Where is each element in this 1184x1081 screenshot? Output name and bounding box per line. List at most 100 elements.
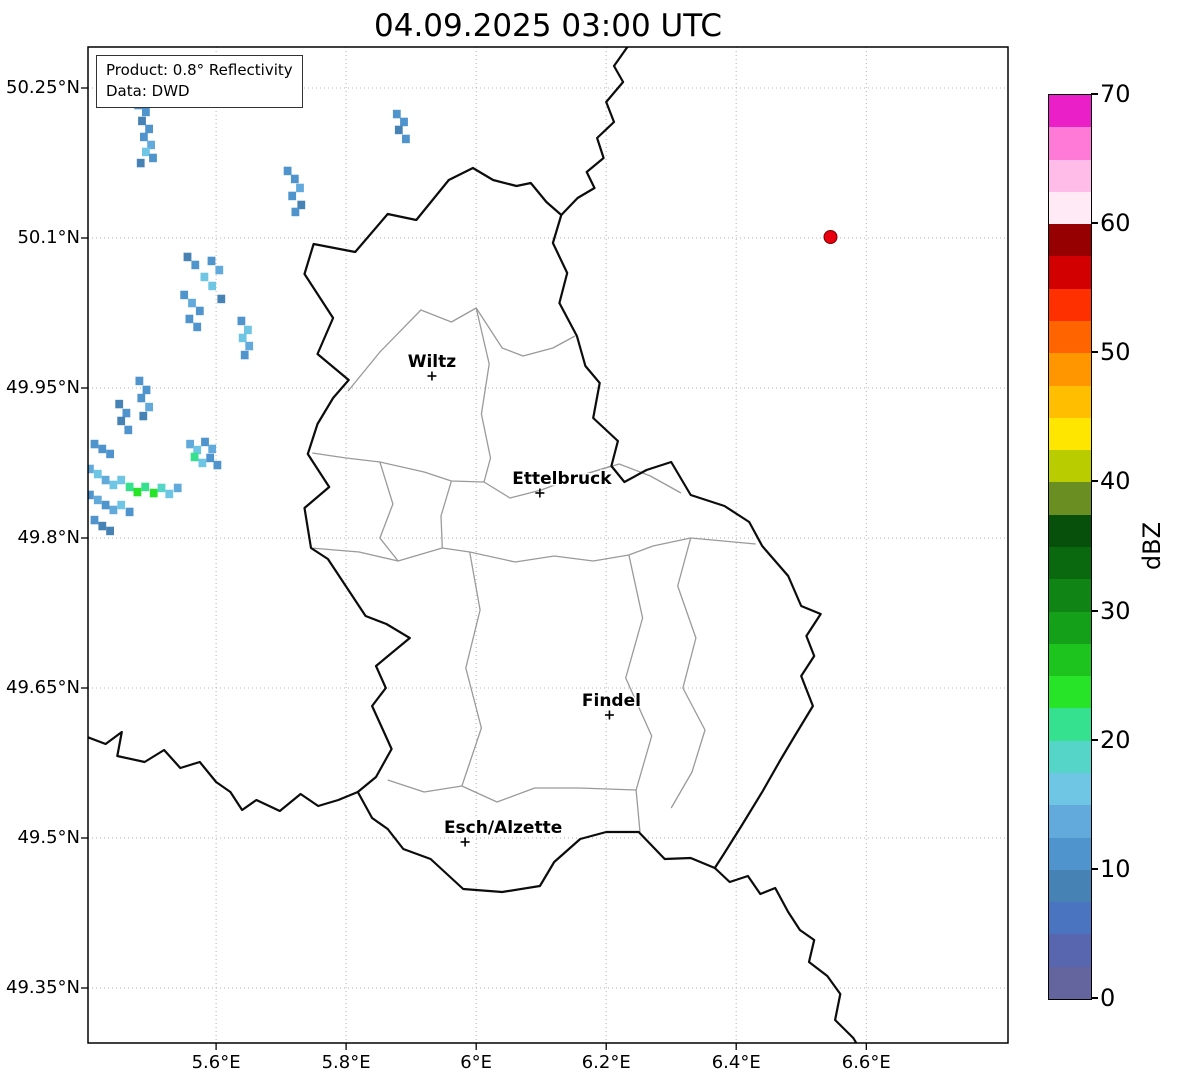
admin-border: [625, 554, 653, 833]
radar-echo-cell: [90, 439, 99, 449]
y-tick-label: 49.5°N: [17, 827, 80, 848]
radar-echo-cell: [237, 316, 246, 326]
radar-echo-cell: [207, 256, 216, 266]
country-border: [303, 166, 822, 894]
country-border: [560, 47, 629, 217]
radar-echo-cell: [240, 350, 249, 360]
radar-echo-cell: [188, 298, 196, 308]
colorbar-swatch: [1049, 869, 1091, 903]
product-info-box: Product: 0.8° Reflectivity Data: DWD: [96, 55, 303, 108]
x-tick-label: 6.6°E: [841, 1052, 891, 1073]
radar-echo-cell: [93, 495, 102, 505]
radar-echo-cell: [147, 140, 155, 150]
colorbar-tick-label: 0: [1100, 984, 1116, 1012]
radar-echo-cell: [191, 260, 200, 270]
radar-echo-cell: [198, 458, 207, 468]
x-tick-label: 5.8°E: [321, 1052, 371, 1073]
colorbar-swatch: [1049, 933, 1091, 967]
radar-echo-cell: [137, 393, 146, 403]
colorbar-swatch: [1049, 611, 1091, 644]
colorbar-swatch: [1049, 288, 1091, 321]
radar-echo-cell: [193, 445, 202, 455]
radar-echo-cell: [193, 322, 202, 332]
page-title: 04.09.2025 03:00 UTC: [374, 8, 722, 44]
radar-echo-cell: [290, 174, 299, 184]
radar-echo-cell: [109, 480, 118, 490]
radar-echo-cell: [138, 116, 146, 126]
radar-echo-cell: [394, 125, 403, 135]
radar-echo-cell: [124, 425, 133, 435]
admin-border: [379, 461, 399, 562]
radar-echo-cell: [402, 134, 410, 144]
y-tick-label: 49.8°N: [17, 527, 80, 548]
radar-echo-cell: [122, 408, 131, 418]
colorbar-swatch: [1049, 675, 1091, 709]
radar-echo-cell: [133, 487, 142, 497]
colorbar-swatch: [1049, 126, 1091, 160]
x-tick-label: 6°E: [460, 1052, 493, 1073]
radar-echo-cell: [208, 281, 217, 291]
radar-echo-cell: [392, 109, 401, 119]
radar-echo-cell: [215, 265, 224, 275]
radar-echo-cell: [98, 444, 107, 454]
colorbar-swatch: [1049, 417, 1091, 451]
colorbar-tick-label: 10: [1100, 854, 1131, 883]
radar-echo-cell: [157, 483, 166, 493]
radar-echo-cell: [145, 402, 153, 412]
colorbar-tick-label: 20: [1100, 725, 1131, 754]
colorbar-tick-label: 70: [1100, 80, 1131, 108]
colorbar-tickmark: [1091, 351, 1098, 354]
radar-echo-cell: [206, 453, 215, 463]
city-label: Esch/Alzette: [444, 818, 562, 838]
colorbar-swatch: [1049, 514, 1091, 547]
colorbar-tick-label: 60: [1100, 209, 1131, 238]
colorbar-swatch: [1049, 837, 1091, 870]
city-marker: Ettelbruck: [511, 468, 614, 498]
colorbar: [1048, 94, 1092, 1000]
country-border: [713, 866, 858, 1043]
radar-echo-cell: [93, 469, 102, 479]
colorbar-swatch: [1049, 901, 1091, 935]
radar-echo-cell: [297, 200, 306, 210]
radar-echo-cell: [101, 500, 110, 510]
admin-border: [670, 537, 706, 809]
colorbar-tick-label: 30: [1100, 596, 1131, 625]
radar-echo-cell: [142, 107, 150, 117]
admin-border: [440, 480, 453, 549]
colorbar-unit-label: dBZ: [1138, 521, 1166, 571]
country-border: [88, 730, 359, 813]
colorbar-swatch: [1049, 159, 1091, 192]
colorbar-swatch: [1049, 578, 1091, 612]
radar-echo-cell: [140, 132, 148, 142]
admin-border: [310, 537, 756, 563]
radar-echo-cell: [101, 475, 110, 485]
radar-echo-cell: [90, 515, 99, 525]
colorbar-swatch: [1049, 449, 1091, 483]
colorbar-swatch: [1049, 546, 1091, 580]
radar-echo-cell: [149, 153, 157, 163]
radar-echo-cell: [149, 488, 158, 498]
colorbar-tickmark: [1091, 867, 1098, 870]
radar-echo-cell: [117, 500, 126, 510]
y-tick-label: 50.25°N: [6, 77, 80, 98]
radar-echo-cell: [173, 483, 182, 493]
colorbar-swatch: [1049, 94, 1091, 128]
colorbar-tick-label: 40: [1100, 467, 1131, 496]
colorbar-tickmark: [1091, 738, 1098, 741]
radar-echo-cell: [117, 416, 126, 426]
product-line: Product: 0.8° Reflectivity: [106, 61, 293, 79]
city-marker: Esch/Alzette: [442, 817, 564, 847]
radar-echo-cell: [400, 117, 408, 127]
city-label: Ettelbruck: [512, 469, 612, 489]
admin-border: [461, 551, 483, 787]
colorbar-swatch: [1049, 643, 1091, 677]
admin-border: [387, 779, 637, 803]
radar-echo-cell: [141, 482, 150, 492]
radar-echo-cell: [190, 452, 199, 462]
colorbar-tickmark: [1091, 93, 1098, 95]
y-tick-label: 49.65°N: [6, 677, 80, 698]
radar-echo-cell: [125, 482, 134, 492]
x-tick-label: 6.4°E: [711, 1052, 761, 1073]
radar-echo-cell: [201, 437, 209, 447]
radar-echo-cell: [135, 376, 144, 386]
